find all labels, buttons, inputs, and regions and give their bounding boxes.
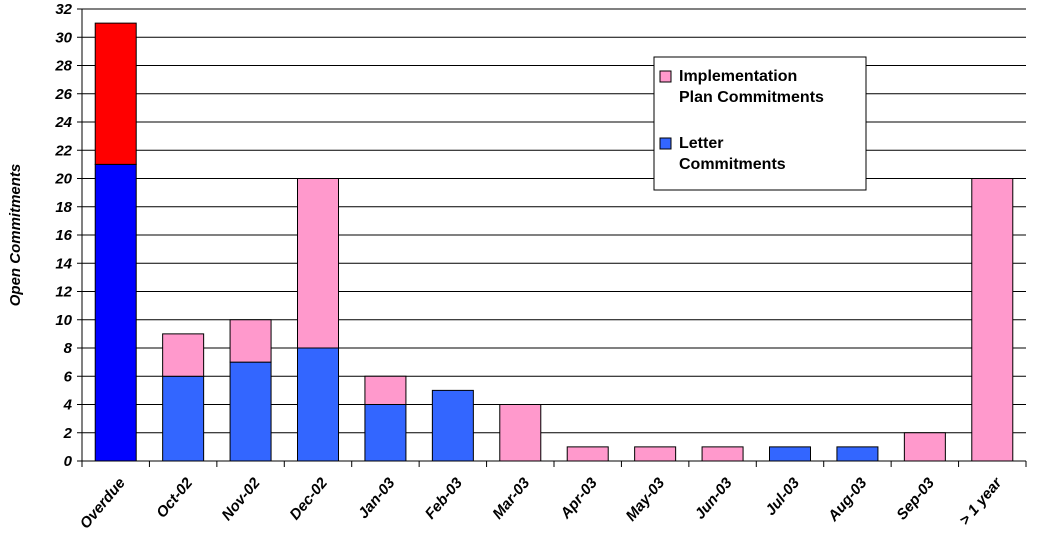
y-tick-label: 2	[63, 425, 73, 442]
bar-letter-commitments	[431, 389, 474, 462]
legend: Implementation Plan Commitments Letter Comm…	[653, 56, 867, 191]
legend-swatch	[659, 137, 672, 150]
y-tick-label: 26	[54, 86, 72, 103]
y-axis-title: Open Commitments	[7, 164, 24, 307]
bar-letter-commitments	[229, 361, 272, 462]
x-tick-labels: Overdue Oct-02 Nov-02 Dec-02 Jan-03 Feb-03 Mar…	[77, 474, 1006, 532]
x-tick-label: May-03	[622, 474, 668, 524]
y-tick-label: 20	[54, 171, 72, 188]
bar-implementation-commitments	[499, 404, 542, 462]
y-tick-label: 14	[55, 255, 72, 272]
y-tick-label: 24	[54, 114, 72, 131]
x-tick-label: Apr-03	[557, 474, 602, 523]
bars	[94, 22, 1014, 462]
x-tick-label: Oct-02	[153, 474, 196, 521]
legend-label-line2: Commitments	[679, 156, 786, 173]
bar-implementation-commitments	[162, 333, 205, 377]
legend-label-line2: Plan Commitments	[679, 89, 824, 106]
legend-swatch	[659, 70, 672, 83]
x-tick-label: Aug-03	[824, 474, 871, 525]
y-tick-label: 0	[64, 453, 73, 470]
bar-implementation-commitments	[701, 446, 744, 462]
legend-box	[653, 56, 867, 191]
x-tick-label: Nov-02	[218, 474, 264, 524]
grid-lines	[82, 8, 1026, 434]
bar-implementation-commitments	[634, 446, 677, 462]
y-tick-label: 22	[54, 142, 72, 159]
x-tick-label: Sep-03	[893, 474, 938, 523]
bar-implementation-commitments	[364, 375, 407, 405]
y-tick-label: 16	[55, 227, 72, 244]
bar-implementation-commitments	[297, 178, 339, 349]
y-tick-label: 10	[55, 312, 72, 329]
bar-implementation-commitments	[94, 22, 137, 165]
y-tick-label: 12	[55, 284, 72, 301]
y-tick-label: 8	[64, 340, 73, 357]
y-tick-label: 30	[55, 29, 72, 46]
y-tick-label: 18	[55, 199, 72, 216]
bar-letter-commitments	[769, 446, 811, 462]
y-tick-label: 32	[55, 1, 72, 18]
bar-implementation-commitments	[229, 319, 272, 363]
bar-implementation-commitments	[971, 178, 1014, 462]
legend-label-line1: Letter	[679, 135, 723, 152]
y-tick-label: 28	[54, 58, 72, 75]
bar-letter-commitments	[94, 163, 137, 462]
x-tick-label: Overdue	[77, 475, 129, 533]
bar-letter-commitments	[162, 375, 205, 462]
bar-letter-commitments	[297, 347, 339, 462]
bar-letter-commitments	[836, 446, 879, 462]
y-tick-label: 6	[64, 368, 73, 385]
x-tick-label: Mar-03	[489, 474, 534, 522]
x-tick-label: Jun-03	[692, 474, 737, 522]
y-tick-label: 4	[63, 397, 73, 414]
x-tick-label: Jul-03	[762, 474, 803, 519]
bar-letter-commitments	[364, 404, 407, 462]
axes	[77, 8, 1027, 467]
bar-implementation-commitments	[566, 446, 609, 462]
x-tick-label: Feb-03	[422, 474, 467, 522]
x-tick-label: Dec-02	[286, 474, 331, 523]
legend-label-line1: Implementation	[679, 68, 797, 85]
bar-implementation-commitments	[903, 432, 946, 462]
x-tick-label: Jan-03	[355, 474, 399, 522]
x-tick-label: > 1 year	[956, 474, 1006, 529]
